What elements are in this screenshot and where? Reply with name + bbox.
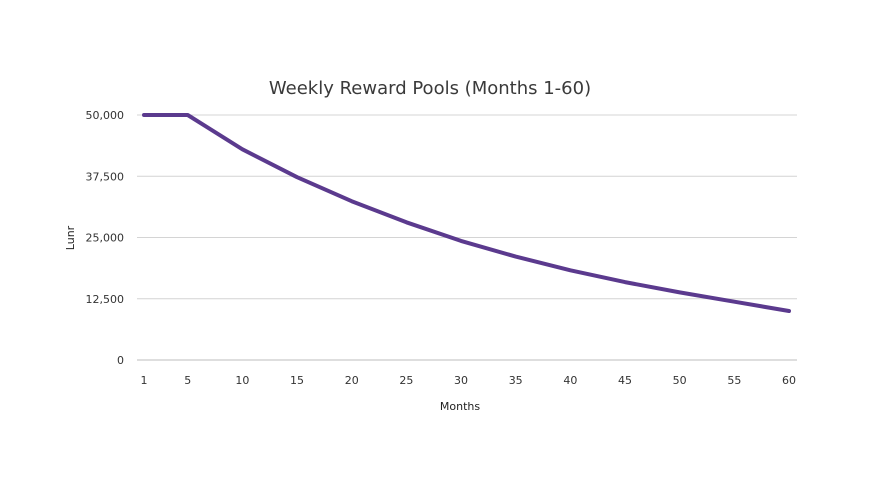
y-tick-label: 25,000 <box>86 232 125 245</box>
y-tick-label: 0 <box>117 354 124 367</box>
x-tick-label: 10 <box>235 374 249 387</box>
y-axis-label: Lunr <box>64 225 77 250</box>
x-tick-label: 1 <box>141 374 148 387</box>
x-tick-label: 45 <box>618 374 632 387</box>
x-tick-label: 15 <box>290 374 304 387</box>
x-tick-label: 40 <box>563 374 577 387</box>
series-line <box>142 113 791 313</box>
x-tick-label: 35 <box>509 374 523 387</box>
y-tick-label: 37,500 <box>86 170 125 183</box>
x-tick-label: 20 <box>345 374 359 387</box>
chart-title: Weekly Reward Pools (Months 1-60) <box>269 78 591 99</box>
x-tick-label: 5 <box>184 374 191 387</box>
x-tick-label: 60 <box>782 374 796 387</box>
x-tick-label: 55 <box>727 374 741 387</box>
y-tick-label: 50,000 <box>86 109 125 122</box>
x-tick-label: 25 <box>399 374 413 387</box>
x-axis-label: Months <box>440 400 480 413</box>
y-tick-label: 12,500 <box>86 293 125 306</box>
x-tick-label: 50 <box>673 374 687 387</box>
x-tick-label: 30 <box>454 374 468 387</box>
